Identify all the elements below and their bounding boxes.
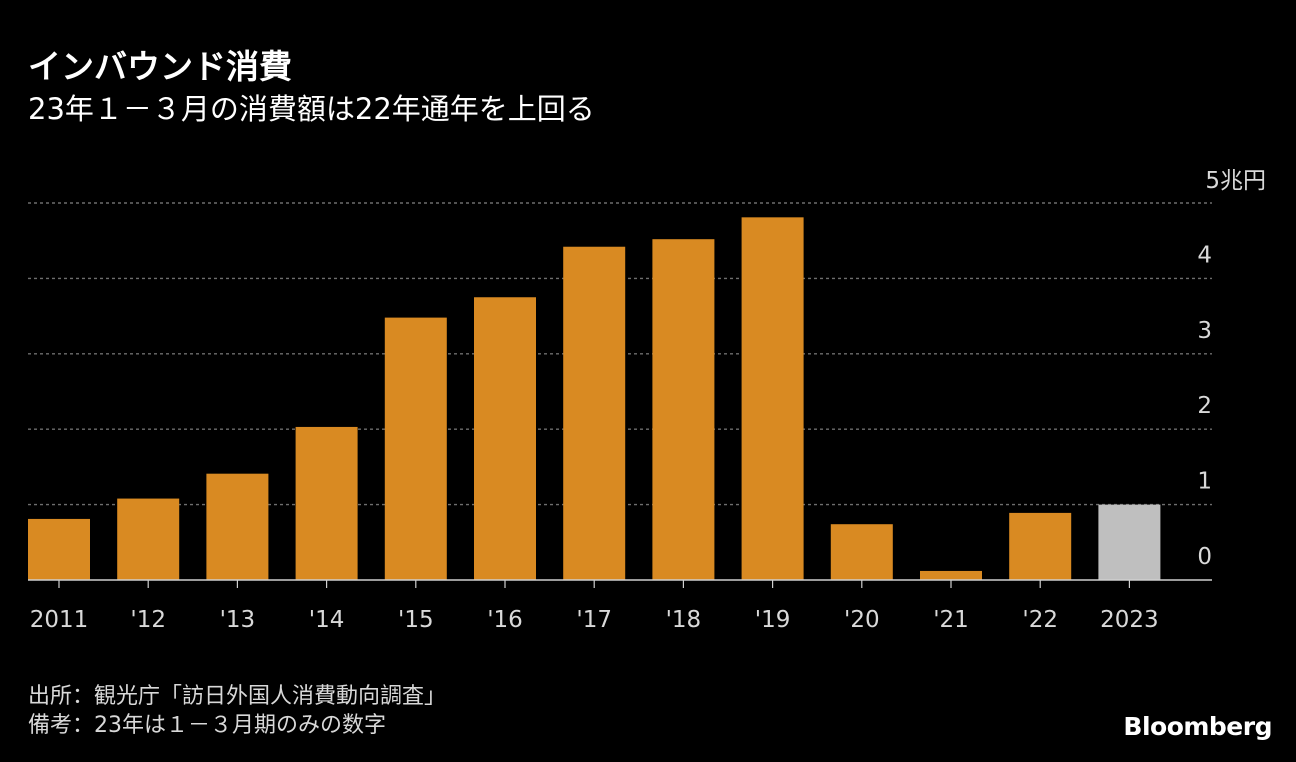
y-unit-label: 5兆円 — [1205, 168, 1266, 194]
bloomberg-logo: Bloomberg — [1123, 712, 1272, 741]
bars — [28, 217, 1161, 581]
y-tick-label: 3 — [1197, 318, 1212, 344]
bar-12 — [1098, 504, 1161, 580]
chart-subtitle: 23年１－３月の消費額は22年通年を上回る — [28, 92, 595, 126]
bar-6 — [563, 246, 626, 580]
y-tick-label: 4 — [1197, 242, 1212, 268]
x-tick-labels: 2011 '12 '13 '14 '15 '16 '17 '18 '19 '20 '21 '22 202… — [30, 607, 1159, 633]
x-tick-label: '13 — [220, 607, 256, 633]
bar-8 — [741, 217, 804, 581]
x-tick-label: '19 — [755, 607, 791, 633]
x-tick-label: '16 — [487, 607, 523, 633]
x-tick-label: 2011 — [30, 607, 89, 633]
bar-3 — [295, 426, 358, 580]
bar-2 — [206, 473, 269, 580]
x-tick-label: '18 — [666, 607, 702, 633]
x-tick-label: '20 — [844, 607, 880, 633]
bar-9 — [830, 524, 893, 580]
bar-10 — [920, 570, 982, 580]
bar-5 — [474, 297, 536, 580]
chart-title: インバウンド消費 — [28, 47, 292, 86]
bar-0 — [28, 518, 90, 580]
x-tick-label: '14 — [309, 607, 345, 633]
x-tick-label: '22 — [1022, 607, 1058, 633]
x-tick-label: '17 — [576, 607, 612, 633]
y-tick-label: 1 — [1197, 469, 1212, 495]
source-note: 出所：観光庁「訪日外国人消費動向調査」 — [28, 684, 447, 709]
bar-11 — [1009, 512, 1072, 580]
x-axis — [28, 579, 1212, 588]
y-tick-label: 0 — [1197, 544, 1212, 570]
x-tick-label: '12 — [130, 607, 166, 633]
bar-1 — [117, 498, 180, 580]
y-tick-labels: 0 1 2 3 4 5兆円 — [1197, 168, 1266, 570]
y-tick-label: 2 — [1197, 393, 1212, 419]
bar-4 — [384, 317, 447, 580]
x-tick-label: 2023 — [1100, 607, 1159, 633]
bar-7 — [652, 239, 715, 580]
x-tick-label: '21 — [933, 607, 969, 633]
gridlines — [28, 202, 1212, 506]
remark-note: 備考：23年は１－３月期のみの数字 — [28, 713, 386, 738]
x-tick-label: '15 — [398, 607, 434, 633]
